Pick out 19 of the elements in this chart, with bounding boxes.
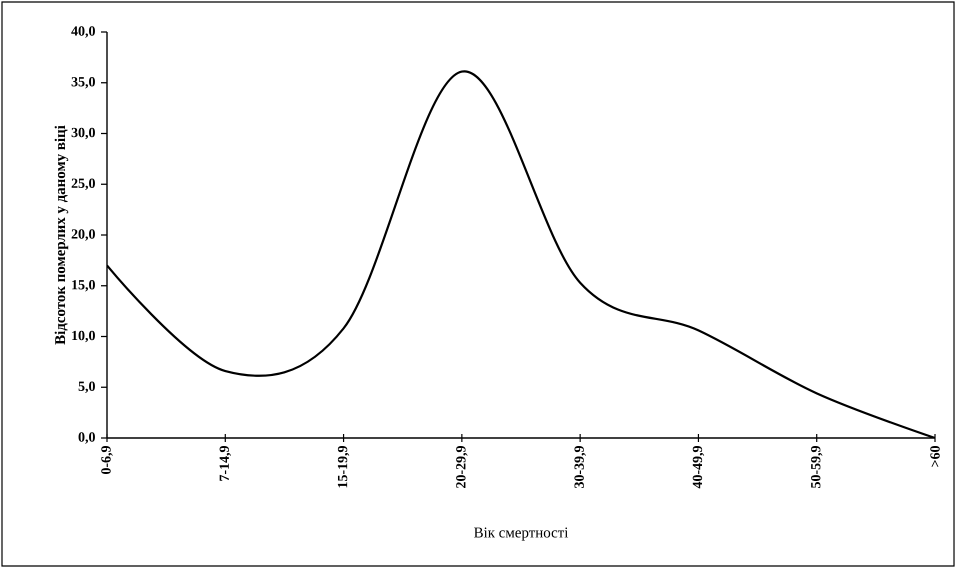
y-tick-label: 5,0 [78, 382, 95, 393]
x-tick-label: 15-19,9 [338, 446, 350, 488]
y-tick-label: 0,0 [78, 432, 95, 444]
y-axis-title: Відсоток померлих у даному віці [54, 125, 68, 345]
y-tick-label: 30,0 [72, 128, 95, 140]
y-tick-label: 20,0 [72, 229, 95, 241]
y-tick-label: 40,0 [71, 26, 95, 38]
y-tick-label: 35,0 [72, 77, 95, 88]
x-tick-label: >60 [930, 446, 940, 467]
x-tick-label: 40-49,9 [692, 446, 704, 488]
y-tick-label: 10,0 [72, 330, 95, 342]
x-tick-label: 50-59,9 [811, 446, 822, 488]
x-tick-label: 20-29,9 [456, 446, 468, 488]
y-tick-label: 15,0 [72, 280, 95, 292]
y-tick-label: 25,0 [72, 178, 95, 190]
x-axis-title: Вік смертності [474, 528, 568, 541]
x-tick-label: 30-39,9 [574, 446, 586, 488]
x-tick-label: 7-14,9 [220, 446, 231, 481]
x-tick-label: 0-6,9 [101, 446, 113, 474]
